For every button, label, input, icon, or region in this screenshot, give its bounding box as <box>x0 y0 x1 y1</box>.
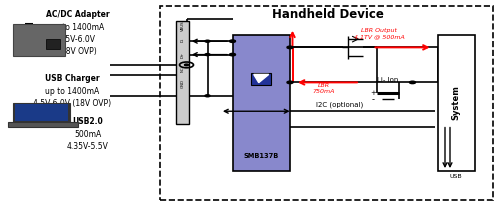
Circle shape <box>205 95 210 97</box>
Text: System: System <box>452 85 461 121</box>
Bar <box>15 104 68 121</box>
Text: Handheld Device: Handheld Device <box>272 8 384 21</box>
Text: GND: GND <box>180 79 184 88</box>
Text: 500mA: 500mA <box>74 130 101 139</box>
Text: (18V OVP): (18V OVP) <box>58 47 97 56</box>
Bar <box>438 35 475 171</box>
Text: up to 1400mA: up to 1400mA <box>50 23 104 32</box>
Circle shape <box>230 40 235 42</box>
Circle shape <box>287 46 293 49</box>
Text: VBUS: VBUS <box>180 20 184 31</box>
Text: SMB137B: SMB137B <box>244 153 279 159</box>
Bar <box>12 103 70 122</box>
Text: LBR
750mA: LBR 750mA <box>313 83 335 94</box>
Text: D+: D+ <box>180 52 184 58</box>
Text: D-: D- <box>180 38 184 42</box>
Text: NC: NC <box>180 66 184 72</box>
Circle shape <box>205 54 210 56</box>
Bar <box>46 39 60 49</box>
Text: USB2.0: USB2.0 <box>72 117 103 126</box>
Text: AC/DC Adapter: AC/DC Adapter <box>46 10 110 19</box>
Text: 4.5V-6.0V: 4.5V-6.0V <box>59 35 96 44</box>
Text: LBR Output
4.1TV @ 500mA: LBR Output 4.1TV @ 500mA <box>354 28 405 39</box>
Text: 4.5V-6.0V (18V OVP): 4.5V-6.0V (18V OVP) <box>34 99 112 108</box>
Text: up to 1400mA: up to 1400mA <box>46 87 100 96</box>
Bar <box>232 35 290 171</box>
Circle shape <box>205 40 210 42</box>
Bar <box>252 73 272 85</box>
Text: Li- Ion: Li- Ion <box>377 77 398 83</box>
Text: 4.35V-5.5V: 4.35V-5.5V <box>66 142 108 151</box>
Text: -: - <box>372 95 375 104</box>
Circle shape <box>410 81 416 84</box>
Bar <box>160 6 492 200</box>
Text: USB: USB <box>450 174 462 179</box>
Bar <box>8 122 78 127</box>
Bar <box>176 21 189 124</box>
Text: +: + <box>370 90 376 96</box>
Bar <box>12 24 65 56</box>
Text: I2C (optional): I2C (optional) <box>316 102 364 108</box>
Polygon shape <box>254 74 269 83</box>
Circle shape <box>287 81 293 84</box>
Circle shape <box>184 64 188 66</box>
Text: USB Charger: USB Charger <box>45 74 100 83</box>
Circle shape <box>230 53 235 56</box>
